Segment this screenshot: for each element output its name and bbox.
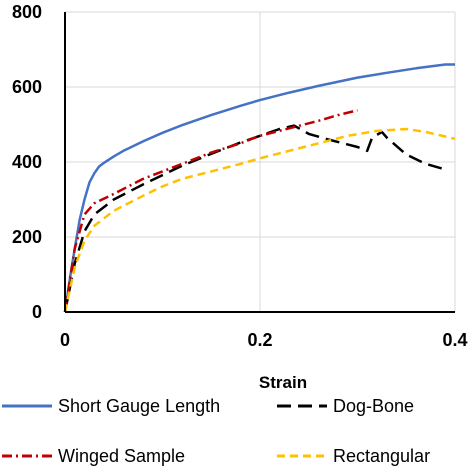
y-tick-label: 400 xyxy=(12,152,42,172)
x-tick-label: 0.2 xyxy=(247,330,272,350)
series-line-winged-sample xyxy=(63,109,358,313)
y-tick-label: 800 xyxy=(12,2,42,22)
legend-label: Rectangular xyxy=(333,446,430,466)
series-line-short-gauge-length xyxy=(63,63,455,313)
series-line-rectangular xyxy=(63,127,456,313)
series-lines xyxy=(63,63,456,313)
tick-labels: 0 0.2 0.4 0 200 400 600 800 xyxy=(12,2,468,350)
axes xyxy=(64,12,455,313)
x-tick-label: 0 xyxy=(60,330,70,350)
legend-label: Short Gauge Length xyxy=(58,396,220,416)
legend-label: Winged Sample xyxy=(58,446,185,466)
series-line-dog-bone xyxy=(63,124,446,313)
legend-label: Dog-Bone xyxy=(333,396,414,416)
y-tick-label: 200 xyxy=(12,227,42,247)
y-tick-label: 0 xyxy=(32,302,42,322)
x-tick-label: 0.4 xyxy=(442,330,467,350)
legend: Short Gauge Length Dog-Bone Winged Sample R… xyxy=(2,396,430,466)
x-axis-label: Strain xyxy=(259,373,307,392)
gridlines xyxy=(65,11,456,312)
y-tick-label: 600 xyxy=(12,77,42,97)
